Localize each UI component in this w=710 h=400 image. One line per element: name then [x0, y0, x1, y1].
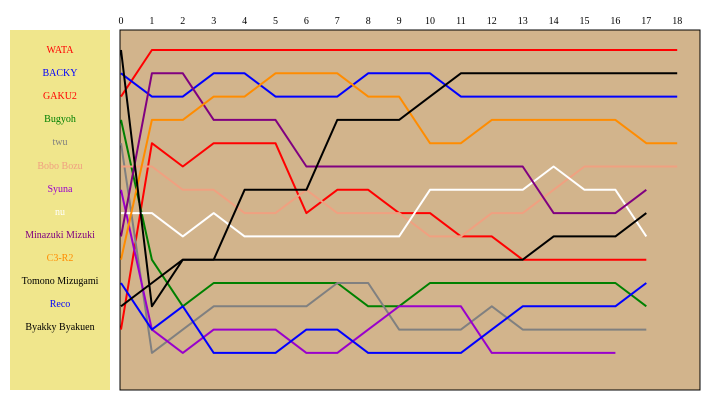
legend-item: Syuna — [47, 183, 73, 195]
series-line-c3-r2 — [120, 72, 678, 260]
x-tick-label: 3 — [211, 16, 216, 27]
x-tick-label: 0 — [119, 16, 124, 27]
series-line-backy — [120, 72, 678, 98]
legend-item: GAKU2 — [43, 91, 77, 103]
x-tick-label: 12 — [487, 16, 497, 27]
legend-item: BACKY — [42, 68, 78, 80]
x-tick-label: 18 — [672, 16, 682, 27]
x-tick-label: 14 — [549, 16, 559, 27]
x-tick-label: 15 — [580, 16, 590, 27]
legend-item: Tomono Mizugami — [21, 276, 99, 287]
x-tick-label: 16 — [610, 16, 620, 27]
series-line-reco — [120, 282, 647, 354]
legend-item: Byakky Byakuen — [25, 322, 95, 334]
x-tick-label: 11 — [456, 16, 466, 27]
series-line-minazuki-mizuki — [120, 72, 647, 237]
legend-item: Bobo Bozu — [37, 160, 83, 172]
series-line-nu — [121, 165, 648, 238]
x-tick-label: 9 — [397, 16, 402, 27]
legend-item: Reco — [49, 299, 71, 311]
x-tick-label: 17 — [641, 16, 651, 27]
series-line-twu — [120, 143, 647, 354]
legend-item: Minazuki Mizuki — [25, 229, 95, 241]
x-tick-label: 10 — [425, 16, 435, 27]
series-line-byakky-byakuen — [120, 212, 647, 308]
x-tick-label: 6 — [304, 16, 309, 27]
x-tick-label: 2 — [180, 16, 185, 27]
x-tick-label: 13 — [518, 16, 528, 27]
series-line-wata — [120, 49, 678, 98]
legend-item: WATA — [46, 45, 74, 56]
x-tick-label: 4 — [242, 16, 247, 27]
plot-area — [119, 29, 701, 391]
legend-item: Bugyoh — [44, 114, 76, 126]
x-tick-label: 5 — [273, 16, 278, 27]
legend-item: nu — [55, 206, 65, 218]
legend-item: twu — [52, 137, 68, 149]
legend-item: C3-R2 — [46, 252, 74, 264]
x-tick-label: 8 — [366, 16, 371, 27]
x-tick-label: 1 — [149, 16, 154, 27]
x-tick-label: 7 — [335, 16, 340, 27]
legend: WATA BACKY GAKU2 Bugyoh twu Bobo Bozu Syuna nu M… — [10, 30, 110, 390]
series-line-gaku2 — [120, 142, 647, 330]
series-line-bobo-bozu — [121, 165, 678, 238]
